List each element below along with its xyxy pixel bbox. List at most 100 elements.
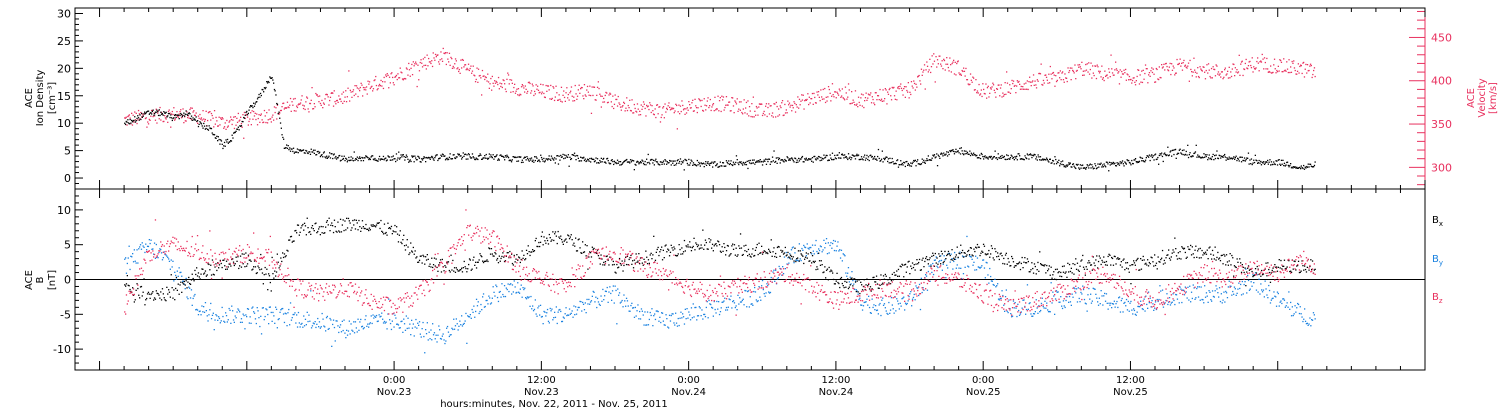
by-point [456,318,457,319]
by-point [1006,289,1007,290]
density-point [1009,159,1010,160]
by-point [479,313,480,314]
density-point [258,97,259,98]
velocity-point [226,120,227,121]
velocity-point [783,115,784,116]
by-point [175,275,176,276]
density-point [766,164,767,165]
density-point [1061,161,1062,162]
by-point [610,293,611,294]
by-point [1013,300,1014,301]
by-point [1267,297,1268,298]
by-point [1043,306,1044,307]
velocity-point [1041,64,1042,65]
by-point [748,290,749,291]
velocity-point [546,85,547,86]
by-point [294,312,295,313]
density-point [1250,163,1251,164]
by-point [1223,292,1224,293]
velocity-point [1265,68,1266,69]
b-ytick-label: -5 [60,308,71,321]
density-point [765,159,766,160]
by-point [320,328,321,329]
by-point [868,296,869,297]
density-point [1070,163,1071,164]
by-point [608,302,609,303]
density-point [448,159,449,160]
by-point [1159,285,1160,286]
density-point [324,151,325,152]
density-point [596,162,597,163]
velocity-point [1047,83,1048,84]
density-point [595,157,596,158]
velocity-point [564,97,565,98]
by-point [943,264,944,265]
density-point [709,165,710,166]
velocity-point [852,103,853,104]
by-point [1019,315,1020,316]
density-point [800,158,801,159]
density-point [689,164,690,165]
density-point [597,158,598,159]
by-point [895,310,896,311]
velocity-point [1053,72,1054,73]
by-point [1055,298,1056,299]
by-point [1172,302,1173,303]
velocity-point [840,97,841,98]
velocity-point [833,96,834,97]
bx-point [191,279,192,280]
velocity-point [612,96,613,97]
density-point [1123,165,1124,166]
velocity-point [284,108,285,109]
by-point [874,309,875,310]
velocity-point [1059,77,1060,78]
by-point [648,324,649,325]
density-point [183,113,184,114]
velocity-point [676,105,677,106]
by-point [306,324,307,325]
density-point [1092,166,1093,167]
velocity-point [155,120,156,121]
velocity-point [179,113,180,114]
velocity-point [461,67,462,68]
by-point [884,303,885,304]
velocity-point [1046,77,1047,78]
by-point [739,297,740,298]
density-point [124,123,125,124]
velocity-point [314,106,315,107]
density-point [266,81,267,82]
by-point [925,274,926,275]
density-point [504,159,505,160]
density-point [1055,159,1056,160]
density-point [269,76,270,77]
velocity-point [645,108,646,109]
density-point [157,111,158,112]
velocity-point [612,106,613,107]
by-point [829,252,830,253]
velocity-point [212,118,213,119]
velocity-point [1121,71,1122,72]
velocity-point [1244,69,1245,70]
by-point [1036,299,1037,300]
density-ylabel-line1: ACE [24,88,35,108]
velocity-point [148,123,149,124]
by-point [590,301,591,302]
by-point [452,329,453,330]
velocity-point [1204,72,1205,73]
velocity-point [944,60,945,61]
density-point [1188,157,1189,158]
by-point [343,320,344,321]
by-point [976,269,977,270]
by-point [344,333,345,334]
velocity-point [797,106,798,107]
velocity-point [394,84,395,85]
velocity-point [359,90,360,91]
density-point [885,158,886,159]
velocity-point [1286,61,1287,62]
velocity-point [1090,69,1091,70]
density-point [499,159,500,160]
by-point [693,316,694,317]
by-point [1127,309,1128,310]
velocity-point [582,95,583,96]
velocity-point [328,96,329,97]
